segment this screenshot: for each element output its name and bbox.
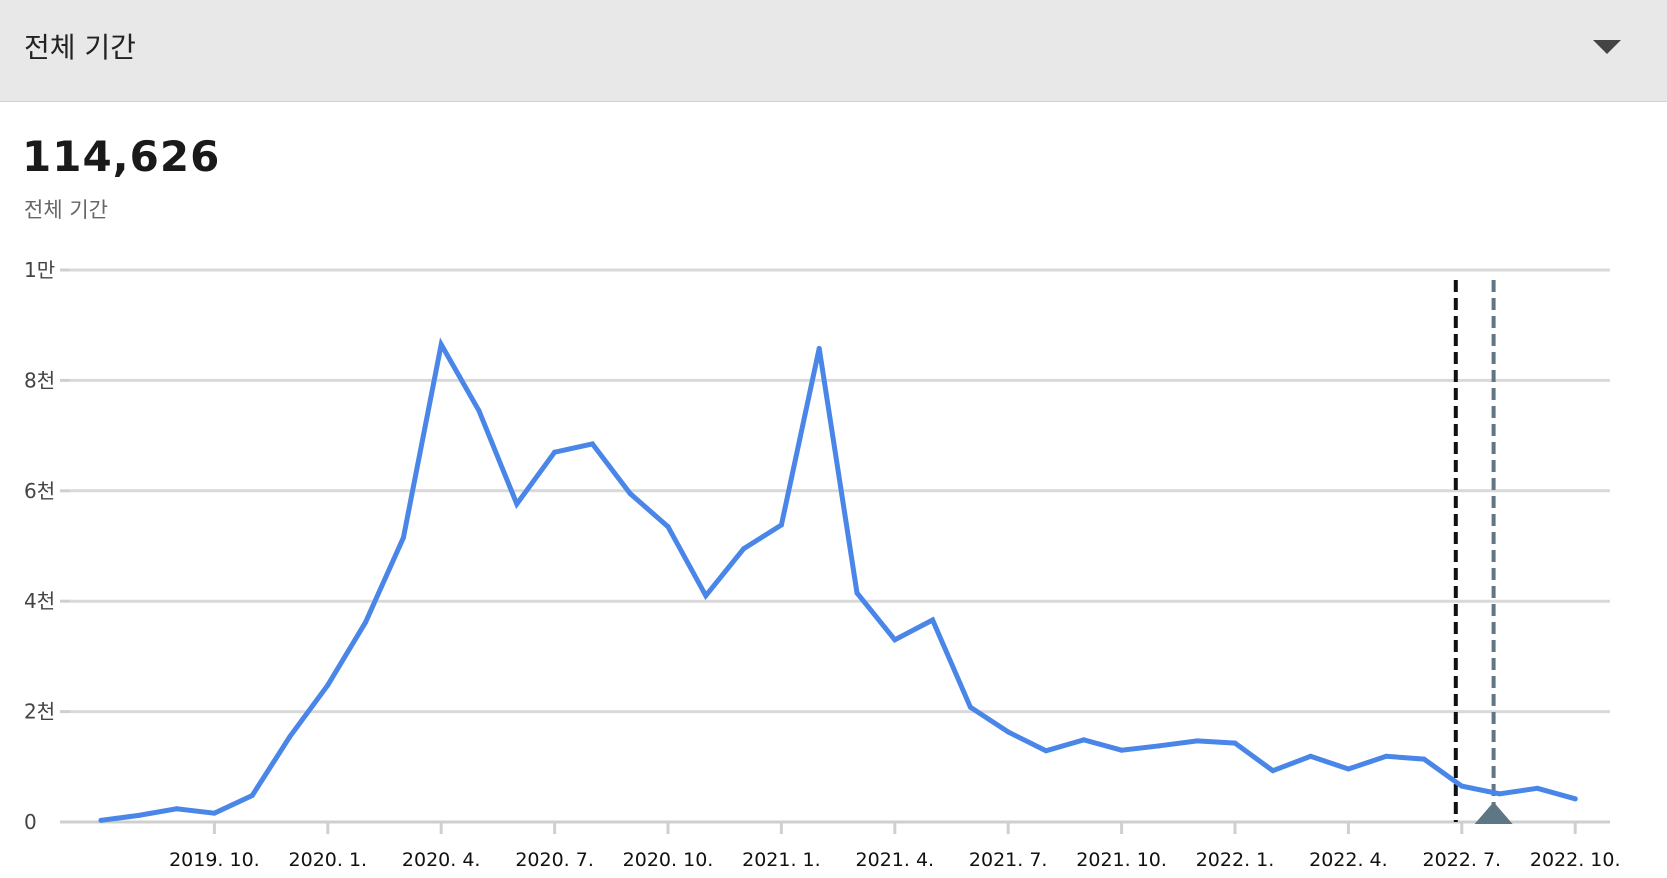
y-tick-label: 2천 [24, 700, 55, 724]
period-dropdown[interactable]: 전체 기간 [0, 0, 1667, 102]
data-point [552, 449, 558, 455]
data-point [1572, 796, 1578, 802]
y-tick-label: 1만 [24, 258, 55, 282]
data-point [1345, 766, 1351, 772]
y-tick-label: 0 [24, 810, 37, 834]
y-tick-label: 8천 [24, 368, 55, 392]
data-point [211, 810, 217, 816]
x-tick-label: 2020. 10. [623, 849, 714, 871]
data-point [1081, 737, 1087, 743]
data-point [627, 491, 633, 497]
data-point [400, 535, 406, 541]
data-point [967, 704, 973, 710]
x-tick-label: 2021. 7. [969, 849, 1048, 871]
x-tick-label: 2020. 1. [289, 849, 368, 871]
data-point [665, 524, 671, 530]
data-point [741, 546, 747, 552]
data-point [703, 593, 709, 599]
period-dropdown-label: 전체 기간 [24, 31, 136, 64]
data-point [514, 501, 520, 507]
total-period-label: 전체 기간 [24, 198, 108, 222]
data-point [1005, 729, 1011, 735]
x-tick-label: 2020. 4. [402, 849, 481, 871]
data-point [1534, 785, 1540, 791]
y-tick-label: 4천 [24, 589, 55, 613]
data-point [1119, 747, 1125, 753]
marker-triangle-icon [1474, 802, 1513, 824]
data-point [778, 522, 784, 528]
x-tick-label: 2021. 4. [856, 849, 935, 871]
chevron-down-icon[interactable] [1593, 40, 1621, 54]
x-tick-label: 2022. 10. [1530, 849, 1621, 871]
data-point [816, 345, 822, 351]
data-point [854, 590, 860, 596]
series-line [98, 337, 1578, 823]
data-point [1459, 783, 1465, 789]
y-tick-label: 6천 [24, 479, 55, 503]
data-point [1308, 753, 1314, 759]
data-point [1421, 756, 1427, 762]
x-tick-label: 2022. 1. [1196, 849, 1275, 871]
data-point [1270, 768, 1276, 774]
data-point [1232, 740, 1238, 746]
data-point [1156, 743, 1162, 749]
data-point [1194, 738, 1200, 744]
data-point [1043, 748, 1049, 754]
x-tick-label: 2021. 10. [1076, 849, 1167, 871]
x-tick-label: 2022. 4. [1309, 849, 1388, 871]
data-point [98, 817, 104, 823]
data-point [476, 408, 482, 414]
data-point [438, 342, 444, 348]
data-point [287, 733, 293, 739]
data-point [930, 617, 936, 623]
data-point [892, 637, 898, 643]
x-tick-label: 2019. 10. [169, 849, 260, 871]
data-point [1383, 753, 1389, 759]
x-tick-label: 2021. 1. [742, 849, 821, 871]
data-point [136, 812, 142, 818]
x-tick-label: 2022. 7. [1423, 849, 1502, 871]
data-point [589, 441, 595, 447]
data-point [1497, 791, 1503, 797]
data-point [174, 806, 180, 812]
data-point [363, 619, 369, 625]
x-tick-label: 2020. 7. [515, 849, 594, 871]
data-point [325, 682, 331, 688]
data-point [249, 793, 255, 799]
total-count: 114,626 [22, 132, 221, 181]
